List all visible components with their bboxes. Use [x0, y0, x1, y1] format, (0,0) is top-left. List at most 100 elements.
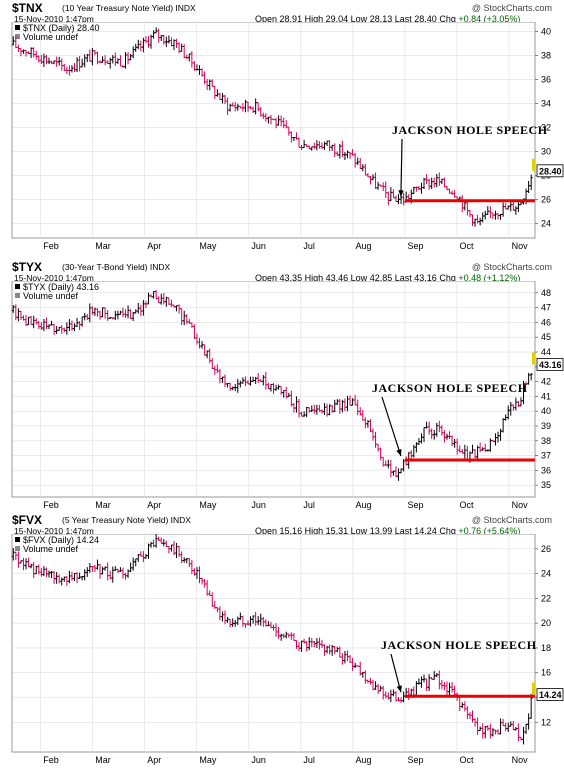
ohlc-stats: Open 43.35 High 43.46 Low 42.85 Last 43.…	[255, 273, 520, 283]
high-value: 15.31	[325, 526, 349, 536]
price-chart: 1214161820222426FebMarAprMayJunJulAugSep…	[11, 534, 564, 765]
x-tick-label: Feb	[43, 500, 59, 510]
last-value: 14.24	[414, 526, 437, 536]
chart-header: $TNX (10 Year Treasury Note Yield) INDX @ …	[2, 1, 562, 24]
timestamp: 15-Nov-2010 1:47pm	[14, 14, 94, 24]
annotation-label: JACKSON HOLE SPEECH	[381, 638, 537, 652]
legend-swatch	[15, 25, 20, 30]
price-chart: 242628303234363840FebMarAprMayJunJulAugS…	[11, 22, 564, 251]
legend-swatch	[15, 537, 20, 542]
x-tick-label: Mar	[95, 500, 111, 510]
open-value: 43.35	[279, 273, 303, 283]
last-label: Last	[394, 526, 412, 536]
last-value-badge: 28.40	[536, 164, 564, 178]
y-tick-label: 44	[541, 347, 551, 357]
y-tick-label: 12	[541, 717, 551, 727]
watermark[interactable]: @ StockCharts.com	[471, 515, 552, 525]
ohlc-bars	[11, 289, 533, 481]
open-label: Open	[255, 273, 278, 283]
high-label: High	[304, 526, 324, 536]
chg-value: +0.48 (+1.12%)	[458, 273, 521, 283]
x-tick-label: Oct	[460, 500, 475, 510]
y-tick-label: 16	[541, 668, 551, 678]
y-tick-label: 39	[541, 421, 551, 431]
watermark[interactable]: @ StockCharts.com	[471, 262, 552, 272]
y-tick-label: 45	[541, 332, 551, 342]
low-label: Low	[350, 273, 368, 283]
symbol: $TYX	[12, 260, 43, 274]
y-tick-label: 46	[541, 317, 551, 327]
last-value-text: 28.40	[539, 166, 562, 176]
ohlc-stats: Open 15.16 High 15.31 Low 13.99 Last 14.…	[255, 526, 520, 536]
annotation-arrowhead	[396, 449, 402, 457]
x-tick-label: Feb	[43, 241, 59, 251]
annotation-label: JACKSON HOLE SPEECH	[392, 123, 548, 137]
y-tick-label: 26	[541, 195, 551, 205]
x-tick-label: Apr	[147, 500, 161, 510]
low-value: 13.99	[369, 526, 393, 536]
x-tick-label: Sep	[408, 755, 424, 765]
low-value: 28.13	[369, 14, 393, 24]
last-value-badge: 14.24	[536, 688, 564, 701]
chg-value: +0.76 (+5.64%)	[458, 526, 521, 536]
x-tick-label: Oct	[460, 755, 475, 765]
annotation-arrowhead	[398, 190, 404, 197]
last-bar-marker	[532, 158, 535, 171]
x-tick-label: Jun	[251, 241, 266, 251]
y-tick-label: 37	[541, 451, 551, 461]
volume-label: Volume undef	[23, 291, 79, 301]
high-value: 43.46	[325, 273, 349, 283]
last-label: Last	[394, 273, 412, 283]
chg-label: Chg	[439, 273, 456, 283]
y-tick-label: 34	[541, 99, 551, 109]
ohlc-stats: Open 28.91 High 29.04 Low 28.13 Last 28.…	[255, 14, 520, 24]
y-tick-label: 38	[541, 436, 551, 446]
ohlc-bar	[529, 174, 533, 191]
x-tick-label: May	[199, 500, 217, 510]
x-tick-label: Apr	[147, 241, 161, 251]
y-tick-label: 26	[541, 544, 551, 554]
chart-panel-fvx: $FVX (5 Year Treasury Note Yield) INDX @ S…	[0, 512, 564, 768]
y-tick-label: 36	[541, 465, 551, 475]
symbol: $FVX	[12, 513, 43, 527]
y-tick-label: 38	[541, 51, 551, 61]
annotation-arrow	[381, 396, 402, 457]
low-label: Low	[350, 526, 368, 536]
last-value-text: 43.16	[539, 360, 562, 370]
x-tick-label: Mar	[95, 241, 111, 251]
chart-panel-tyx: $TYX (30-Year T-Bond Yield) INDX @ StockCh…	[0, 259, 564, 513]
y-tick-label: 30	[541, 147, 551, 157]
last-value-text: 14.24	[539, 690, 562, 700]
annotation-arrow	[400, 138, 403, 197]
x-tick-label: Jun	[251, 500, 266, 510]
open-label: Open	[255, 526, 278, 536]
y-tick-label: 40	[541, 27, 551, 37]
watermark[interactable]: @ StockCharts.com	[471, 3, 552, 13]
y-tick-label: 24	[541, 219, 551, 229]
last-value: 43.16	[414, 273, 437, 283]
x-tick-label: Apr	[147, 755, 161, 765]
x-tick-label: Jun	[251, 755, 266, 765]
x-tick-label: Nov	[512, 500, 529, 510]
y-tick-label: 20	[541, 618, 551, 628]
x-tick-label: Sep	[408, 241, 424, 251]
chart-header: $FVX (5 Year Treasury Note Yield) INDX @ S…	[2, 513, 562, 536]
legend-swatch	[15, 284, 20, 289]
x-tick-label: Oct	[460, 241, 475, 251]
x-tick-label: Jul	[303, 241, 315, 251]
open-label: Open	[255, 14, 278, 24]
ohlc-bars	[11, 27, 533, 227]
low-label: Low	[350, 14, 368, 24]
last-value: 28.40	[414, 14, 437, 24]
x-tick-label: Jul	[303, 500, 315, 510]
high-value: 29.04	[325, 14, 349, 24]
legend-label: $TNX (Daily) 28.40	[23, 23, 100, 33]
y-tick-label: 24	[541, 569, 551, 579]
y-tick-label: 35	[541, 480, 551, 490]
high-label: High	[304, 14, 324, 24]
x-tick-label: Aug	[355, 755, 371, 765]
open-value: 28.91	[279, 14, 303, 24]
x-tick-label: Feb	[43, 755, 59, 765]
last-value-badge: 43.16	[536, 358, 564, 371]
